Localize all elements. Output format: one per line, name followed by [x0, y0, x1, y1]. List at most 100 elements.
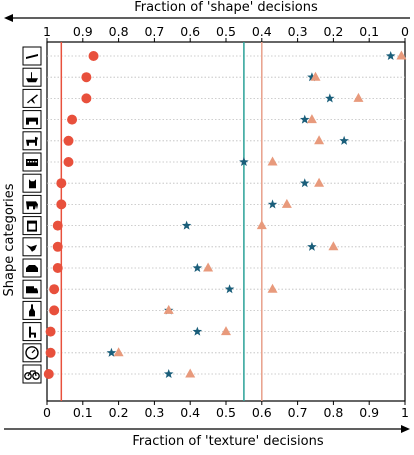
- data-point-triangle: [267, 156, 278, 166]
- icon-glyph: [26, 244, 37, 252]
- icon-glyph: [25, 346, 39, 360]
- bear-icon: [22, 110, 42, 130]
- icon-frame: [22, 364, 42, 384]
- elephant-icon: [22, 194, 42, 214]
- icon-glyph: [29, 326, 36, 338]
- data-point-circle: [81, 72, 92, 83]
- oven-icon: [22, 216, 42, 236]
- knife-icon: [22, 46, 42, 66]
- top-tick-label: 1: [43, 24, 51, 39]
- top-tick-label: 0.3: [288, 24, 308, 39]
- icon-glyph: [26, 265, 38, 272]
- top-tick-label: 0.4: [252, 24, 272, 39]
- bottom-tick-label: 0.9: [359, 405, 379, 420]
- data-point-circle: [63, 135, 74, 146]
- icon-glyph: [26, 286, 38, 294]
- icon-glyph: [30, 161, 32, 163]
- airplane-icon: [22, 88, 42, 108]
- top-tick-label: 0.2: [323, 24, 343, 39]
- icon-glyph: [26, 136, 38, 146]
- icon-glyph: [27, 161, 30, 163]
- icon-glyph: [29, 304, 35, 317]
- bottom-axis-title: Fraction of 'texture' decisions: [132, 434, 324, 449]
- y-axis-title: Shape categories: [2, 183, 17, 296]
- car-icon: [22, 258, 42, 278]
- data-point-star: [307, 241, 317, 251]
- icon-glyph: [27, 94, 38, 104]
- data-point-star: [192, 263, 203, 273]
- icon-glyph: [26, 201, 38, 210]
- plot-frame: [46, 41, 406, 402]
- data-point-triangle: [306, 114, 317, 124]
- data-point-triangle: [221, 326, 231, 336]
- data-point-star: [300, 114, 310, 124]
- data-point-circle: [52, 220, 63, 231]
- chair-icon: [22, 322, 42, 342]
- icon-glyph: [26, 54, 38, 59]
- data-point-triangle: [396, 50, 407, 60]
- top-axis-arrowhead: [4, 14, 13, 22]
- data-point-star: [224, 284, 235, 294]
- icon-glyph: [24, 372, 32, 380]
- data-point-circle: [67, 114, 78, 125]
- icon-frame: [22, 322, 42, 342]
- bottom-tick-label: 0: [43, 405, 51, 420]
- data-point-circle: [45, 326, 56, 337]
- data-point-star: [339, 135, 349, 145]
- data-point-triangle: [256, 220, 267, 230]
- data-point-triangle: [353, 92, 364, 102]
- data-point-triangle: [267, 283, 278, 293]
- data-point-circle: [49, 284, 60, 295]
- data-point-star: [181, 220, 192, 230]
- bottom-tick-label: 1: [401, 405, 409, 420]
- bicycle-icon: [22, 364, 42, 384]
- cat-icon: [22, 173, 42, 193]
- truck-icon: [22, 279, 42, 299]
- data-point-circle: [88, 51, 99, 61]
- dog-icon: [22, 131, 42, 151]
- data-point-star: [163, 369, 174, 379]
- bottom-tick-label: 0.3: [144, 405, 164, 420]
- icon-glyph: [31, 349, 36, 354]
- bottom-tick-label: 0.5: [216, 405, 236, 420]
- data-point-circle: [52, 241, 63, 252]
- icon-glyph: [35, 161, 37, 163]
- data-point-circle: [56, 199, 67, 210]
- data-point-star: [239, 157, 249, 167]
- bottom-axis-arrowhead: [401, 425, 410, 433]
- data-point-circle: [49, 305, 60, 316]
- top-tick-label: 0: [401, 24, 409, 39]
- data-point-circle: [56, 178, 67, 189]
- keyboard-icon: [22, 152, 42, 172]
- icon-glyph: [32, 161, 35, 163]
- bottom-tick-label: 0.4: [180, 405, 200, 420]
- data-point-triangle: [113, 347, 124, 357]
- data-point-star: [106, 347, 117, 357]
- top-tick-label: 0.5: [216, 24, 236, 39]
- data-point-triangle: [185, 368, 196, 378]
- icon-glyph: [27, 370, 37, 377]
- data-point-circle: [43, 369, 54, 379]
- data-point-triangle: [203, 262, 214, 272]
- data-point-triangle: [314, 135, 325, 145]
- data-point-triangle: [314, 177, 325, 187]
- icon-glyph: [26, 159, 38, 166]
- top-tick-label: 0.8: [109, 24, 129, 39]
- data-point-star: [267, 199, 278, 209]
- bottom-tick-label: 0.2: [109, 405, 129, 420]
- bottle-icon: [22, 300, 42, 320]
- boat-icon: [22, 67, 42, 87]
- bottom-tick-label: 0.7: [288, 405, 308, 420]
- data-point-star: [325, 93, 335, 103]
- data-point-triangle: [163, 304, 174, 314]
- icon-glyph: [26, 72, 38, 83]
- top-tick-label: 0.6: [180, 24, 200, 39]
- top-tick-label: 0.1: [359, 24, 379, 39]
- data-point-circle: [63, 157, 74, 167]
- clock-icon: [22, 343, 42, 363]
- top-tick-label: 0.9: [73, 24, 93, 39]
- bottom-tick-label: 0.6: [252, 405, 272, 420]
- icon-glyph: [32, 372, 40, 380]
